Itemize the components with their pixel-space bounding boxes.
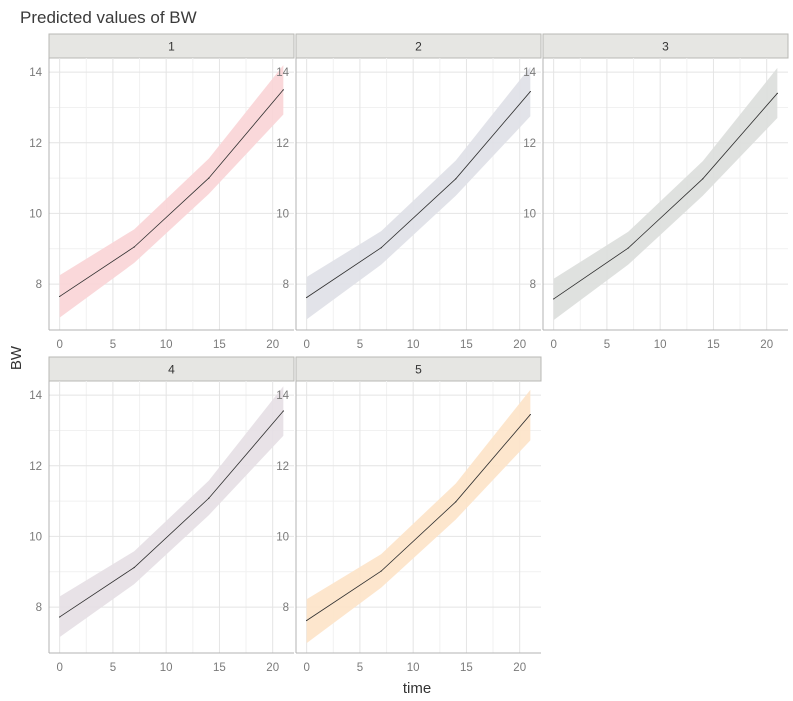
x-tick-label: 0 [56, 339, 62, 351]
y-tick-label: 14 [276, 67, 289, 79]
data-point [553, 298, 555, 300]
strip-label-5: 5 [415, 363, 422, 377]
x-tick-label: 5 [110, 339, 116, 351]
data-point [306, 619, 308, 622]
data-point [380, 247, 382, 249]
data-point [282, 89, 284, 91]
y-tick-label: 12 [276, 461, 289, 473]
x-tick-label: 15 [707, 339, 720, 351]
x-tick-label: 15 [213, 662, 226, 674]
y-tick-label: 12 [29, 461, 42, 473]
panel-4: 4 0 5 10 15 20 8 10 12 14 [29, 356, 295, 674]
x-tick-label: 5 [604, 339, 610, 351]
confidence-band-4 [59, 386, 284, 638]
strip-5 [295, 356, 542, 382]
y-tick-label: 12 [276, 138, 289, 150]
series-line-2 [306, 91, 531, 298]
y-tick-label: 14 [523, 67, 536, 79]
x-tick-label: 15 [460, 339, 473, 351]
y-tick-label: 14 [29, 67, 42, 79]
x-tick-label: 10 [407, 339, 420, 351]
confidence-band-2 [306, 66, 531, 320]
confidence-band-5 [306, 389, 531, 644]
strip-label-4: 4 [168, 363, 175, 377]
y-tick-label: 10 [276, 208, 289, 220]
y-tick-label: 8 [283, 602, 289, 614]
x-tick-label: 5 [110, 662, 116, 674]
x-tick-label: 20 [266, 662, 279, 674]
y-tick-label: 8 [36, 602, 42, 614]
y-tick-label: 8 [283, 279, 289, 291]
x-tick-label: 0 [303, 339, 309, 351]
data-point [133, 566, 135, 569]
series-line-3 [553, 93, 778, 300]
x-axis-title: time [403, 680, 431, 697]
data-point [627, 247, 629, 249]
chart-title: Predicted values of BW [20, 8, 197, 27]
strip-label-1: 1 [168, 40, 175, 54]
data-point [776, 92, 778, 94]
x-tick-label: 5 [357, 662, 363, 674]
data-point [455, 178, 457, 180]
data-point [380, 570, 382, 572]
y-tick-label: 10 [29, 208, 42, 220]
strip-label-2: 2 [415, 40, 422, 54]
y-tick-label: 12 [523, 138, 536, 150]
x-tick-label: 10 [407, 662, 420, 674]
data-point [702, 178, 704, 180]
y-tick-label: 10 [29, 531, 42, 543]
data-point [59, 295, 61, 298]
strip-label-3: 3 [662, 40, 669, 54]
x-tick-label: 15 [213, 339, 226, 351]
data-point [282, 410, 284, 412]
strip-4 [48, 356, 295, 382]
y-tick-label: 8 [36, 279, 42, 291]
x-tick-label: 0 [56, 662, 62, 674]
data-point [529, 413, 531, 416]
x-tick-label: 0 [303, 662, 309, 674]
data-point [59, 616, 61, 618]
confidence-band-1 [59, 65, 284, 318]
strip-2 [295, 33, 542, 59]
confidence-band-3 [553, 67, 778, 321]
series-line-5 [306, 414, 531, 621]
y-tick-label: 8 [530, 279, 536, 291]
panel-5: 5 0 5 10 15 20 8 10 12 14 [276, 356, 542, 674]
strip-3 [542, 33, 789, 59]
y-tick-label: 10 [523, 208, 536, 220]
x-tick-label: 10 [654, 339, 667, 351]
data-point [208, 177, 210, 179]
x-tick-label: 20 [760, 339, 773, 351]
data-point [455, 501, 457, 503]
x-tick-label: 20 [513, 662, 526, 674]
x-tick-label: 5 [357, 339, 363, 351]
series-line-4 [59, 410, 284, 618]
data-point [306, 296, 308, 299]
y-axis-title: BW [8, 345, 25, 370]
x-tick-label: 10 [160, 662, 173, 674]
x-tick-label: 20 [513, 339, 526, 351]
x-tick-label: 0 [550, 339, 556, 351]
y-tick-label: 14 [276, 390, 289, 402]
y-tick-label: 12 [29, 138, 42, 150]
y-tick-label: 10 [276, 531, 289, 543]
data-point [133, 246, 135, 248]
data-point [208, 497, 210, 499]
y-tick-label: 14 [29, 390, 42, 402]
x-tick-label: 10 [160, 339, 173, 351]
x-tick-label: 20 [266, 339, 279, 351]
data-point [529, 90, 531, 93]
strip-1 [48, 33, 295, 59]
x-tick-label: 15 [460, 662, 473, 674]
series-line-1 [59, 89, 284, 297]
panel-3: 3 0 5 10 15 20 8 10 12 14 [523, 33, 789, 351]
